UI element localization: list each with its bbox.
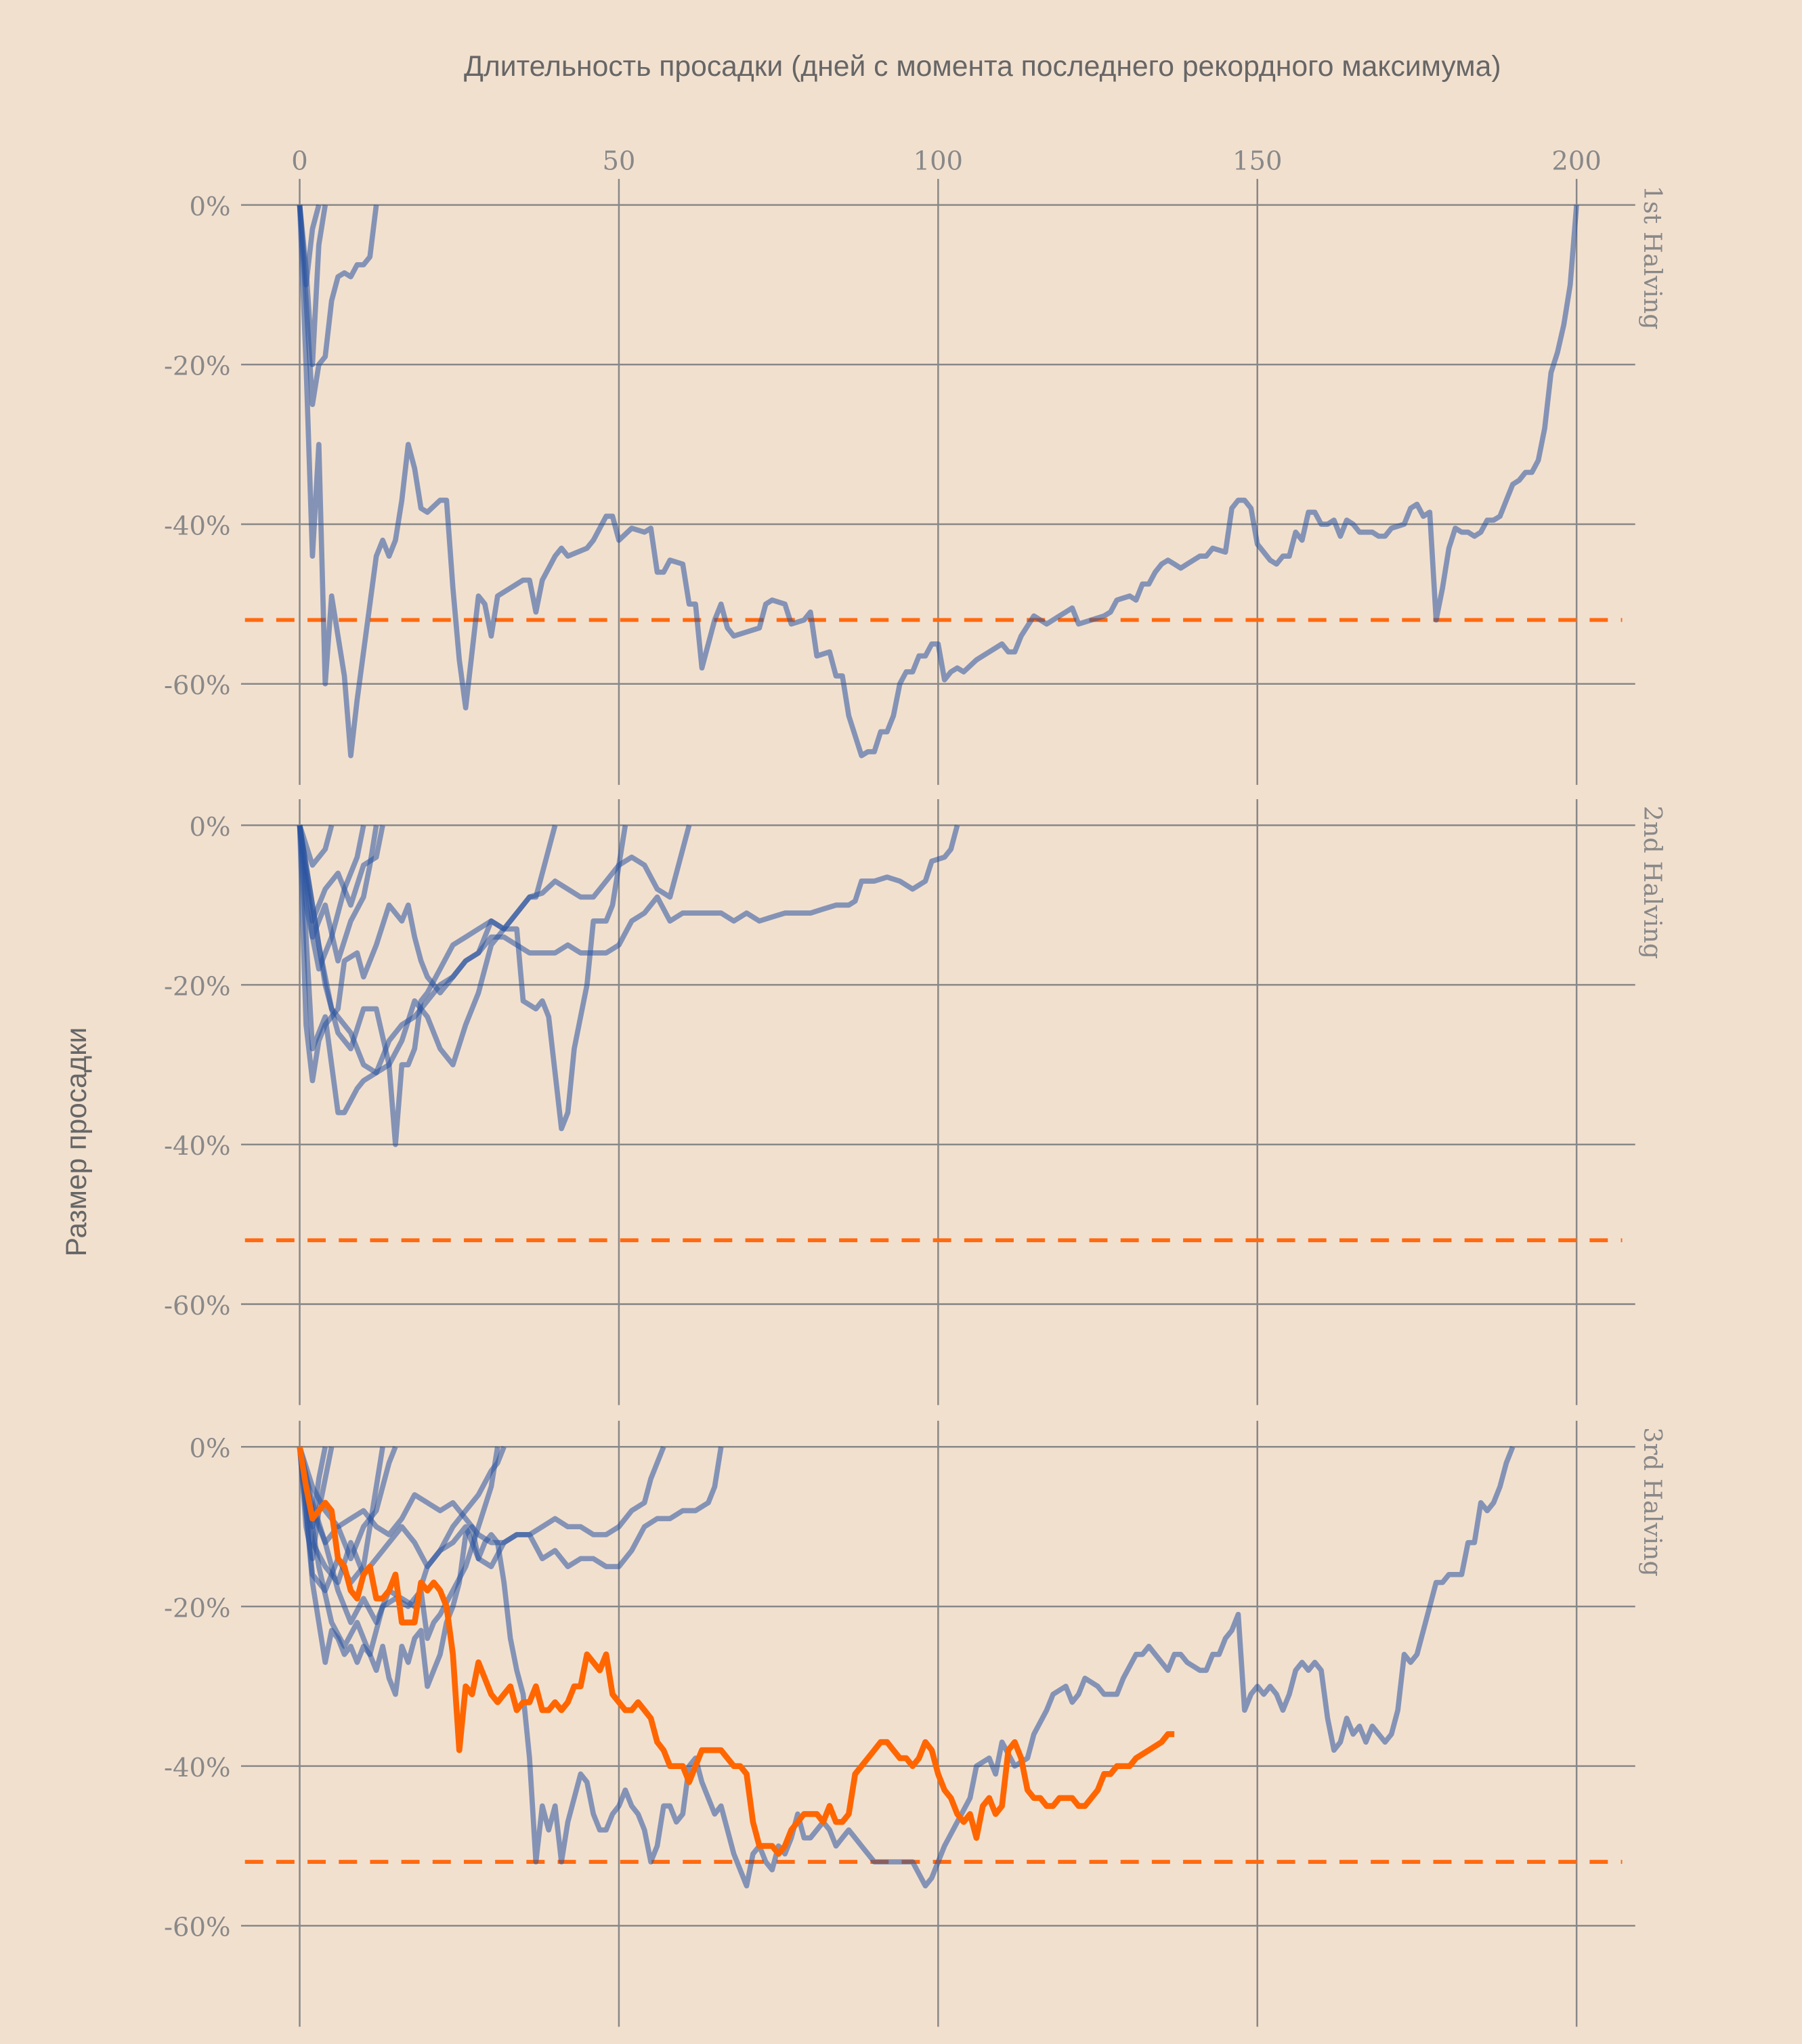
panel-label: 1st Halving bbox=[1638, 186, 1667, 330]
historical-drawdown-line bbox=[297, 824, 628, 1132]
y-tick-label: -40% bbox=[164, 1753, 231, 1783]
x-tick-label: 100 bbox=[914, 146, 963, 177]
historical-drawdown-line bbox=[297, 1445, 666, 1546]
y-tick-label: -60% bbox=[164, 1913, 231, 1943]
historical-drawdown-line bbox=[297, 824, 335, 868]
y-tick-label: -20% bbox=[164, 352, 231, 382]
historical-drawdown-line bbox=[297, 824, 379, 964]
historical-drawdown-line bbox=[297, 824, 558, 1147]
y-tick-label: -40% bbox=[164, 511, 231, 541]
x-tick-label: 50 bbox=[602, 146, 635, 177]
y-tick-label: -40% bbox=[164, 1131, 231, 1162]
historical-drawdown-line bbox=[297, 824, 960, 1084]
x-tick-label: 150 bbox=[1232, 146, 1282, 177]
panel-label: 2nd Halving bbox=[1638, 806, 1667, 959]
x-tick-label: 0 bbox=[291, 146, 307, 177]
x-tick-label: 200 bbox=[1551, 146, 1601, 177]
historical-drawdown-line bbox=[297, 205, 379, 408]
historical-drawdown-line bbox=[297, 1445, 1516, 1889]
panels: 0 50 100 150 200 0% -20% -40% -60% 1st Halving 0% -… bbox=[164, 146, 1667, 2027]
historical-drawdown-line bbox=[297, 204, 322, 288]
y-tick-label: -20% bbox=[164, 972, 231, 1002]
y-tick-label: -60% bbox=[164, 1291, 231, 1321]
current-drawdown-line bbox=[297, 1446, 1175, 1857]
historical-drawdown-line bbox=[297, 1446, 500, 1657]
y-tick-label: 0% bbox=[190, 812, 231, 843]
chart-title: Длительность просадки (дней с момента по… bbox=[464, 50, 1501, 82]
y-tick-label: 0% bbox=[190, 1434, 231, 1464]
y-axis-label: Размер просадки bbox=[60, 1027, 92, 1257]
y-tick-label: 0% bbox=[190, 192, 231, 222]
y-tick-label: -60% bbox=[164, 670, 231, 701]
historical-drawdown-line bbox=[297, 205, 1579, 759]
panel-label: 3rd Halving bbox=[1638, 1427, 1667, 1576]
y-tick-label: -20% bbox=[164, 1593, 231, 1623]
